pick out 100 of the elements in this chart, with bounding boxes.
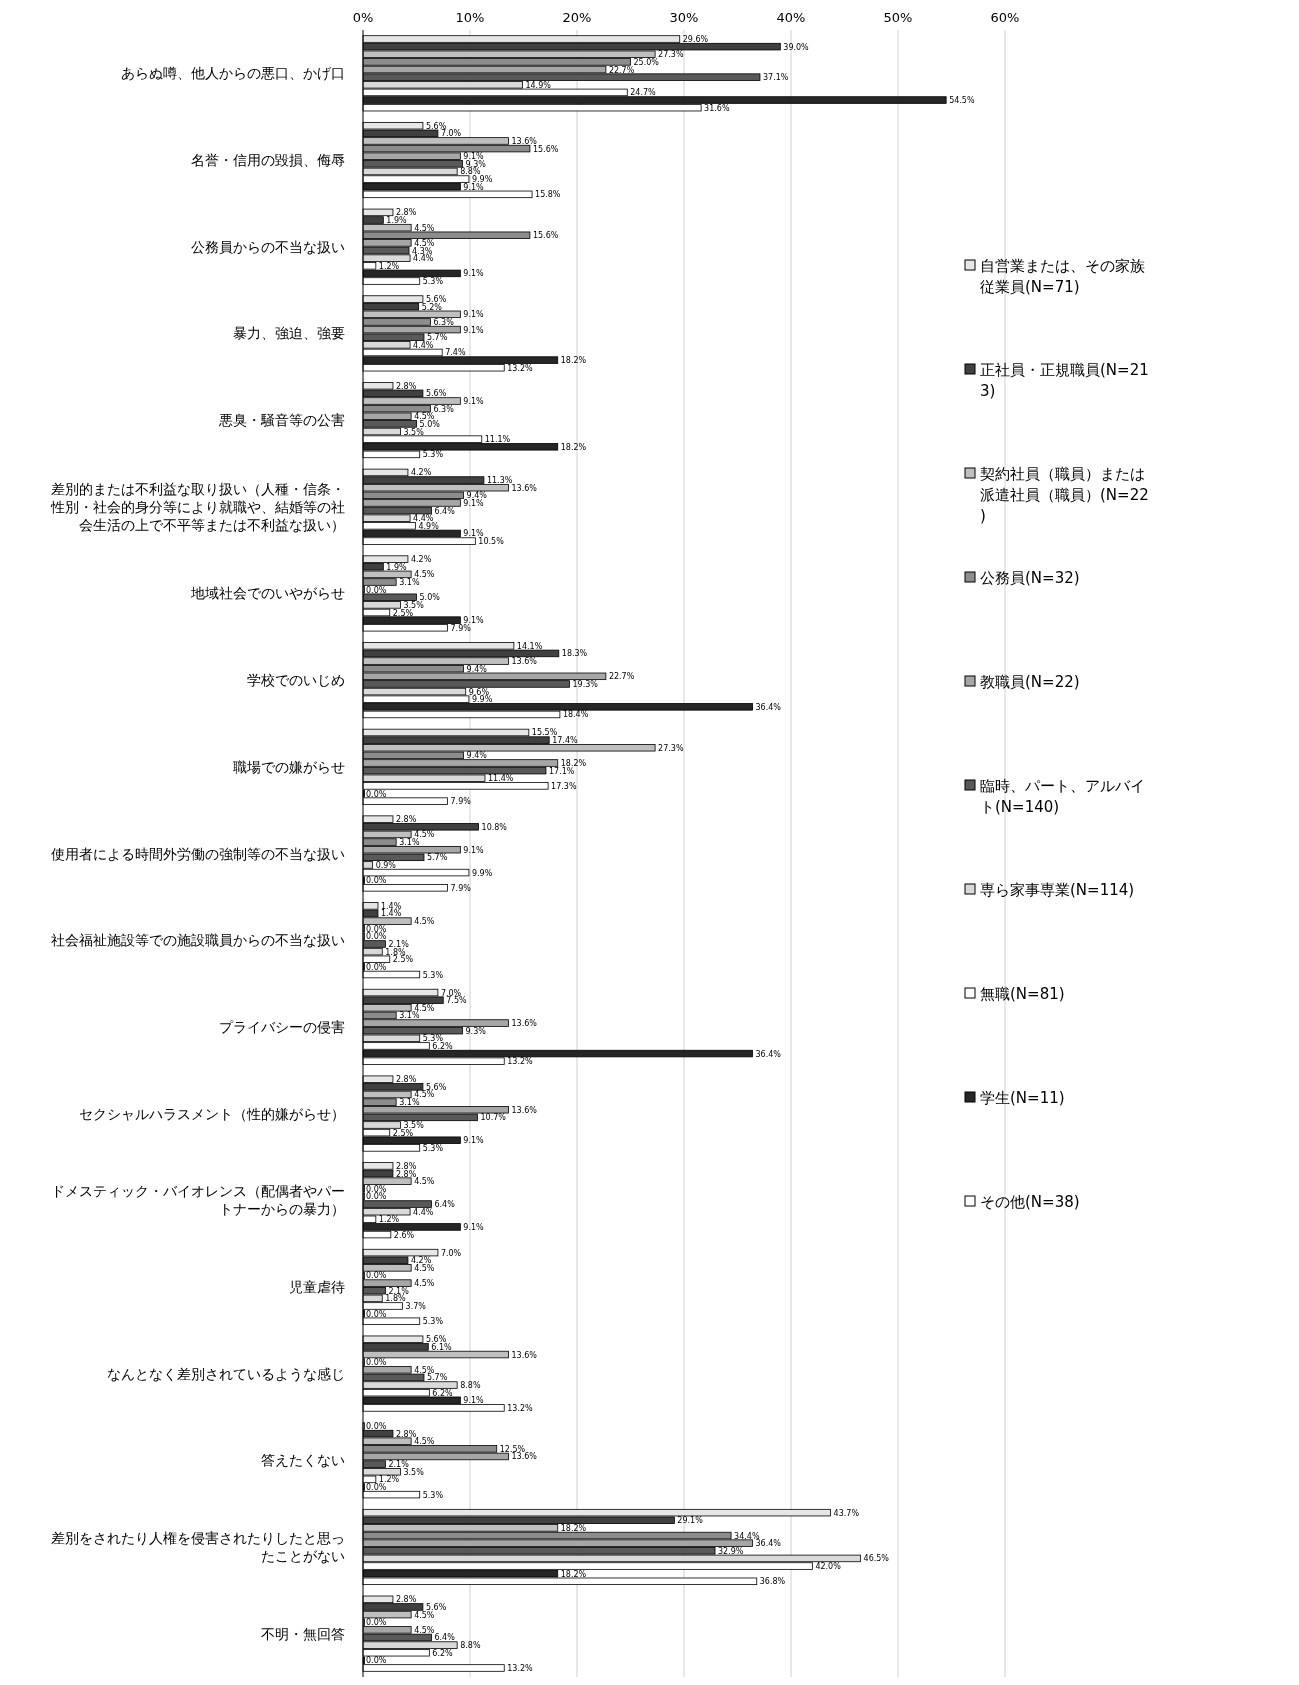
data-label: 9.1%	[463, 152, 485, 162]
data-label: 4.5%	[414, 1625, 435, 1635]
data-label: 5.0%	[419, 419, 441, 429]
data-label: 5.6%	[425, 1602, 447, 1612]
data-label: 14.1%	[516, 641, 543, 651]
data-label: 7.5%	[446, 996, 467, 1006]
data-label: 18.3%	[561, 649, 588, 659]
x-tick-label: 20%	[562, 10, 592, 25]
data-label: 19.3%	[572, 679, 599, 689]
data-label: 1.4%	[380, 909, 402, 919]
data-label: 5.6%	[425, 295, 447, 305]
data-label: 9.1%	[463, 529, 485, 539]
data-label: 36.4%	[755, 702, 782, 712]
y-tick-label: 職場での嫌がらせ	[233, 758, 345, 775]
y-tick-label: プライバシーの侵害	[219, 1018, 345, 1035]
y-tick-label: なんとなく差別されているような感じ	[107, 1365, 345, 1382]
data-label: 4.5%	[414, 1610, 435, 1620]
data-label: 13.6%	[511, 1350, 538, 1360]
data-label: 4.5%	[414, 1177, 435, 1187]
data-label: 2.8%	[395, 208, 417, 218]
data-label: 4.2%	[410, 555, 432, 565]
data-label: 0.0%	[366, 876, 387, 886]
data-label: 9.1%	[463, 397, 485, 407]
data-label: 13.2%	[507, 1057, 534, 1067]
data-label: 6.3%	[433, 317, 455, 327]
data-label: 0.0%	[366, 1309, 387, 1319]
data-label: 18.2%	[560, 1523, 587, 1533]
data-label: 13.6%	[511, 657, 538, 667]
data-label: 9.6%	[468, 687, 490, 697]
y-tick-label: 不明・無回答	[261, 1625, 345, 1642]
data-label: 3.5%	[403, 1467, 425, 1477]
data-label: 17.1%	[548, 766, 575, 776]
data-label: 4.5%	[414, 1090, 435, 1100]
data-label: 2.8%	[395, 1169, 417, 1179]
data-label: 32.9%	[718, 1546, 744, 1556]
data-label: 0.0%	[366, 1421, 387, 1431]
data-label: 4.4%	[413, 340, 434, 350]
data-label: 2.8%	[395, 1595, 417, 1605]
data-label: 13.6%	[511, 136, 538, 146]
data-label: 11.3%	[486, 476, 513, 486]
data-label: 7.9%	[450, 883, 472, 893]
data-label: 5.6%	[425, 1335, 447, 1345]
data-label: 0.0%	[366, 585, 387, 595]
y-tick-label: 社会福祉施設等での施設職員からの不当な扱い	[51, 932, 345, 949]
data-label: 9.1%	[463, 1222, 485, 1232]
data-label: 43.7%	[833, 1508, 860, 1518]
legend-label: 正社員・正規職員(N=213)	[980, 361, 1149, 400]
data-label: 4.5%	[414, 412, 435, 422]
data-label: 3.1%	[399, 1098, 420, 1108]
data-label: 13.6%	[511, 1452, 538, 1462]
data-label: 0.0%	[366, 932, 387, 942]
legend-label: 専ら家事専業(N=114)	[980, 881, 1135, 899]
data-label: 6.2%	[432, 1041, 454, 1051]
data-label: 9.9%	[471, 868, 493, 878]
data-label: 5.3%	[422, 1317, 444, 1327]
data-label: 0.0%	[366, 1184, 387, 1194]
legend-label: その他(N=38)	[980, 1193, 1080, 1211]
legend-label: 自営業または、その家族従業員(N=71)	[980, 257, 1145, 296]
data-label: 4.5%	[414, 223, 435, 233]
data-label: 25.0%	[633, 57, 660, 67]
y-tick-label: 答えたくない	[261, 1452, 345, 1469]
data-label: 0.0%	[366, 962, 387, 972]
data-label: 13.6%	[511, 1105, 538, 1115]
data-label: 9.9%	[471, 175, 493, 185]
data-label: 2.8%	[395, 1075, 417, 1085]
legend-label: 臨時、パート、アルバイト(N=140)	[980, 777, 1145, 816]
data-label: 9.1%	[463, 498, 485, 508]
data-label: 18.2%	[560, 759, 587, 768]
data-label: 2.8%	[395, 1429, 417, 1439]
data-label: 12.5%	[499, 1444, 526, 1454]
data-label: 2.1%	[388, 940, 410, 949]
data-label: 1.2%	[378, 261, 400, 271]
data-label: 46.5%	[863, 1554, 890, 1564]
x-tick-label: 0%	[352, 10, 374, 25]
data-label: 1.2%	[378, 1215, 400, 1225]
data-label: 5.3%	[422, 970, 444, 980]
data-label: 29.6%	[682, 35, 709, 45]
data-label: 2.1%	[388, 1286, 410, 1296]
data-label: 29.1%	[677, 1516, 704, 1526]
data-label: 4.4%	[413, 1207, 434, 1217]
data-label: 24.7%	[630, 88, 657, 98]
y-tick-label: 悪臭・騒音等の公害	[218, 412, 345, 429]
data-label: 22.7%	[608, 672, 635, 682]
data-label: 6.2%	[432, 1388, 454, 1398]
x-tick-label: 50%	[883, 10, 913, 25]
data-label: 9.1%	[463, 325, 485, 335]
data-label: 3.1%	[399, 1011, 420, 1021]
data-label: 4.9%	[418, 521, 440, 531]
data-label: 4.3%	[412, 246, 433, 256]
data-label: 0.0%	[366, 1482, 387, 1492]
data-label: 6.4%	[434, 506, 456, 516]
data-label: 13.6%	[511, 1019, 538, 1029]
data-label: 2.8%	[395, 1161, 417, 1171]
data-label: 7.0%	[440, 988, 462, 998]
y-tick-label: 使用者による時間外労働の強制等の不当な扱い	[51, 845, 345, 862]
data-label: 2.6%	[393, 1230, 415, 1240]
data-label: 4.5%	[414, 1003, 435, 1013]
data-label: 13.2%	[507, 363, 534, 373]
data-label: 1.8%	[385, 1294, 406, 1304]
data-label: 4.5%	[414, 1279, 435, 1289]
